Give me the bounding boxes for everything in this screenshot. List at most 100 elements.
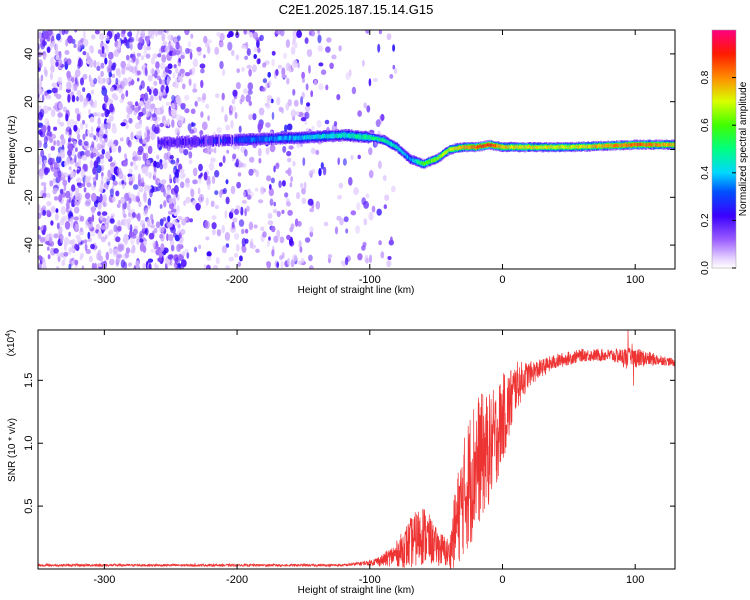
ridge-cell	[583, 144, 585, 148]
spectrogram-cell	[188, 151, 193, 159]
spectrogram-cell	[68, 137, 72, 142]
spectrogram-cell	[168, 197, 173, 204]
spectrogram-cell	[252, 31, 259, 40]
ridge-cell	[270, 136, 272, 141]
spectrogram-cell	[115, 236, 121, 243]
spectrogram-cell	[299, 246, 303, 253]
ridge-cell	[633, 143, 635, 147]
spectrogram-cell	[71, 138, 75, 143]
spectrogram-cell	[160, 179, 167, 185]
spectrogram-cell	[120, 93, 125, 101]
spectrogram-cell	[211, 175, 216, 185]
spectrogram-cell	[122, 209, 126, 216]
spectrogram-cell	[262, 78, 268, 84]
spectrogram-cell	[69, 160, 75, 165]
spectrogram-cell	[201, 121, 208, 131]
ridge-cell	[369, 135, 372, 139]
spectrogram-cell	[117, 244, 124, 252]
spectrogram-cell	[94, 262, 97, 269]
spectrogram-cell	[81, 265, 85, 269]
spectrogram-cell	[163, 247, 169, 254]
ridge-cell	[253, 137, 255, 142]
spectrogram-cell	[182, 83, 186, 90]
ridge-cell	[643, 143, 646, 147]
ridge-cell	[315, 134, 318, 139]
spectrogram-cell	[47, 246, 50, 251]
ridge-cell	[186, 138, 188, 146]
spectrogram-cell	[160, 45, 165, 53]
spectrogram-cell	[73, 124, 78, 132]
spectrogram-cell	[159, 233, 164, 239]
ridge-cell	[577, 145, 580, 149]
snr-series-line	[38, 330, 675, 569]
ridge-cell	[625, 143, 628, 147]
ridge-cell	[255, 137, 257, 142]
spectrogram-cell	[337, 195, 342, 200]
ridge-cell	[244, 137, 247, 142]
spectrogram-cell	[125, 90, 129, 97]
spectrogram-cell	[77, 151, 83, 160]
spectrogram-cell	[76, 177, 82, 183]
spectrogram-cell	[100, 236, 106, 243]
spectrogram-cell	[248, 68, 252, 77]
spectrogram-cell	[357, 154, 361, 160]
spectrogram-cell	[214, 170, 220, 178]
spectrogram-cell	[108, 71, 113, 78]
ridge-cell	[204, 136, 206, 146]
ridge-cell	[428, 160, 430, 164]
ridge-cell	[432, 158, 434, 163]
spectrogram-cell	[241, 245, 247, 253]
spectrogram-cell	[337, 157, 341, 166]
spectrogram-cell	[241, 66, 245, 72]
ridge-cell	[201, 139, 203, 144]
ridge-cell	[299, 135, 302, 140]
spectrogram-cell	[300, 117, 307, 122]
ridge-cell	[284, 135, 287, 140]
spectrogram-cell	[79, 215, 85, 222]
ridge-cell	[220, 138, 222, 143]
spectrogram-cell	[192, 58, 199, 68]
spectrogram-cell	[161, 54, 167, 63]
spectrogram-cell	[371, 205, 376, 213]
spectrogram-cell	[392, 44, 396, 52]
ridge-cell	[519, 145, 522, 149]
ridge-cell	[257, 136, 259, 141]
spectrogram-cell	[83, 30, 86, 40]
spectrogram-cell	[248, 168, 254, 176]
spectrogram-cell	[363, 200, 369, 209]
spectrogram-cell	[60, 172, 65, 178]
spectrogram-cell	[368, 147, 373, 156]
spectrogram-cell	[88, 45, 93, 52]
spectrogram-cell	[117, 72, 122, 79]
spectrogram-cell	[120, 81, 126, 86]
spectrogram-cell	[361, 245, 366, 251]
spectrogram-cell	[52, 177, 57, 184]
spectrogram-cell	[128, 65, 134, 73]
spectrogram-cell	[203, 263, 207, 269]
spectrogram-cell	[150, 68, 155, 75]
ridge-cell	[405, 153, 408, 157]
spectrogram-cell	[60, 234, 64, 244]
ridge-cell	[520, 146, 523, 150]
spectrogram-cell	[83, 141, 89, 146]
ridge-cell	[307, 134, 309, 139]
ridge-cell	[213, 138, 216, 143]
ridge-cell	[396, 145, 398, 149]
spectrogram-cell	[71, 199, 76, 208]
spectrogram-cell	[258, 107, 265, 116]
spectrogram-cell	[56, 265, 60, 269]
spectrogram-cell	[366, 105, 371, 113]
spectrogram-cell	[278, 180, 282, 188]
spectrogram-cell	[98, 255, 104, 262]
spectrogram-cell	[130, 193, 134, 201]
spectrogram-cell	[261, 87, 266, 92]
ridge-cell	[303, 135, 306, 140]
ridge-cell	[287, 136, 289, 141]
ridge-cell	[606, 143, 609, 148]
spectrogram-cell	[40, 149, 45, 158]
ridge-cell	[343, 132, 345, 137]
spectrogram-cell	[353, 187, 359, 196]
spectrogram-cell	[56, 176, 62, 182]
spectrogram-cell	[178, 58, 182, 63]
spectrogram-cell	[234, 208, 239, 215]
